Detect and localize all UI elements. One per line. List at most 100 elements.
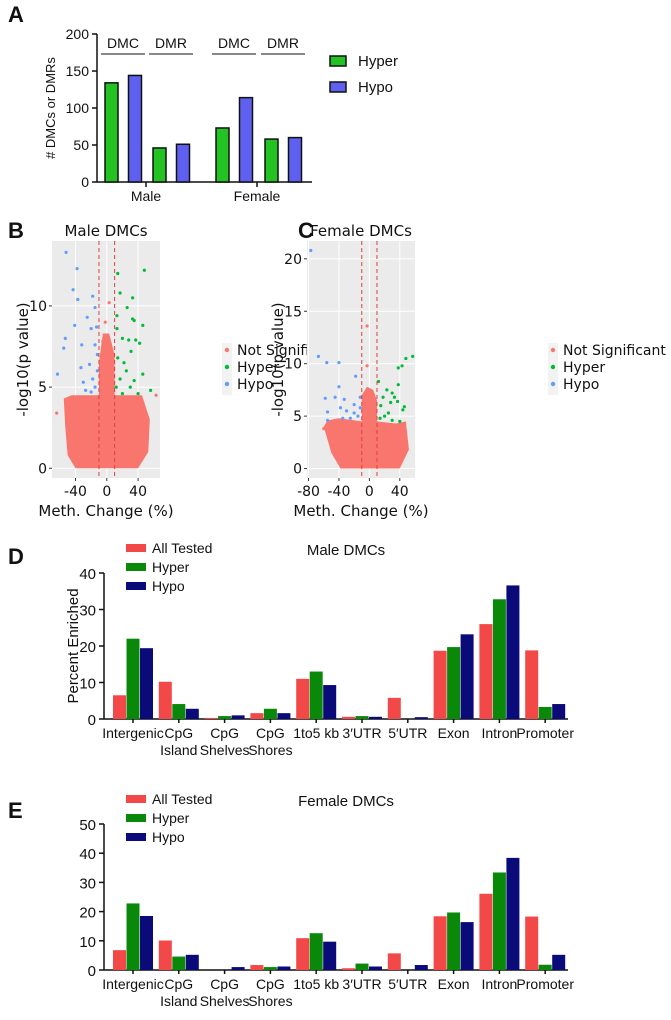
point-hypo — [341, 416, 345, 420]
point-hypo — [84, 388, 88, 392]
subgroup-label: DMR — [267, 35, 299, 51]
x-tick-label: CpG Shores — [248, 725, 292, 758]
legend-label: Hypo — [563, 377, 599, 393]
y-tick-label: 0 — [81, 174, 89, 190]
bar-hypo — [506, 857, 520, 970]
bar-hyper — [126, 638, 140, 719]
legend-label: Not Significant — [563, 343, 666, 359]
bar-hyper — [263, 708, 277, 719]
bar-hypo — [140, 915, 153, 970]
bar-hypo — [552, 704, 566, 719]
bar-all-tested — [250, 713, 264, 719]
point-hypo — [93, 305, 97, 310]
bar-hyper — [492, 872, 506, 970]
legend-label: Hyper — [563, 360, 605, 376]
point-hypo — [85, 315, 89, 319]
x-tick-label-line: CpG — [210, 976, 239, 992]
point-hypo — [62, 346, 66, 350]
point-not-significant — [101, 340, 105, 344]
y-axis-label: -log10(p value) — [269, 302, 287, 416]
bar-hyper — [215, 127, 230, 183]
point-hypo — [344, 409, 349, 413]
bar-all-tested — [525, 650, 539, 719]
point-hypo — [337, 361, 341, 365]
bar-hypo — [231, 967, 245, 970]
bar-hypo — [460, 634, 474, 719]
point-hypo — [75, 266, 79, 271]
bar-hypo — [323, 685, 337, 719]
x-tick-label-line: Island — [160, 993, 197, 1009]
x-tick-label-line: CpG — [210, 725, 239, 741]
x-tick-label: CpG Shores — [248, 976, 292, 1009]
point-hyper — [134, 338, 138, 342]
bar-hyper — [263, 967, 277, 970]
y-tick-label: 40 — [79, 846, 96, 863]
x-tick-label: CpG Shelves — [200, 976, 250, 1009]
x-tick-label: 40 — [129, 484, 147, 500]
point-hyper — [386, 411, 390, 415]
legend-dot — [550, 381, 556, 387]
x-axis-label: Meth. Change (%) — [293, 502, 428, 520]
point-hypo — [91, 294, 95, 298]
point-hyper — [404, 356, 408, 361]
point-hyper — [378, 416, 382, 420]
point-hypo — [338, 406, 343, 410]
bar-all-tested — [113, 950, 126, 970]
x-tick-label: 5′UTR — [388, 976, 427, 992]
point-hyper — [125, 305, 129, 310]
y-tick-label: 30 — [79, 603, 96, 620]
legend-label: All Tested — [152, 791, 212, 807]
legend-swatch — [126, 582, 146, 590]
bar-hyper — [355, 963, 369, 970]
legend-swatch — [126, 563, 146, 571]
x-tick-label: 40 — [391, 484, 409, 500]
point-hyper — [390, 391, 394, 395]
plot-title: Male DMCs — [64, 222, 147, 240]
legend-label: Hyper — [358, 53, 398, 70]
point-hyper — [116, 271, 120, 276]
point-hypo — [323, 396, 327, 400]
point-hyper — [141, 372, 145, 376]
point-not-significant — [55, 411, 59, 415]
point-hypo — [309, 248, 313, 253]
bar-hypo — [277, 713, 291, 719]
point-not-significant — [107, 301, 111, 305]
bar-all-tested — [158, 681, 172, 719]
point-hypo — [79, 366, 83, 370]
point-hypo — [358, 406, 362, 410]
bar-hyper — [355, 716, 369, 719]
point-hyper — [120, 391, 125, 396]
point-hypo — [337, 385, 341, 389]
x-tick-label: 1to5 kb — [293, 976, 339, 992]
point-hyper — [401, 408, 405, 412]
bar-hyper — [538, 706, 552, 719]
bar-hypo — [287, 136, 303, 183]
y-tick-label: 5 — [293, 409, 302, 425]
x-tick-label: CpG Island — [160, 725, 197, 758]
bar-all-tested — [113, 695, 126, 719]
y-tick-label: 50 — [73, 137, 89, 153]
point-hyper — [396, 366, 400, 370]
x-tick-label: CpG Island — [160, 976, 197, 1009]
point-hyper — [138, 341, 142, 345]
point-not-significant — [365, 364, 369, 368]
x-tick-label: 0 — [102, 484, 111, 500]
bar-hypo — [185, 954, 199, 970]
point-hyper — [382, 414, 387, 418]
point-hypo — [64, 250, 68, 254]
x-tick-label: Intron — [481, 725, 517, 741]
point-hypo — [80, 343, 84, 347]
y-tick-label: 10 — [29, 299, 47, 315]
legend-dot — [550, 347, 556, 353]
y-tick-label: 5 — [38, 380, 47, 396]
point-hypo — [76, 297, 80, 302]
bar-all-tested — [250, 965, 264, 970]
y-tick-label: 30 — [79, 875, 96, 892]
bar-hypo — [238, 96, 254, 183]
point-hyper — [396, 383, 400, 387]
point-not-significant — [322, 427, 326, 431]
point-hypo — [325, 361, 329, 365]
x-tick-label: Promoter — [516, 976, 574, 992]
x-tick-label: 5′UTR — [388, 725, 427, 741]
x-axis-label: Meth. Change (%) — [38, 502, 173, 520]
